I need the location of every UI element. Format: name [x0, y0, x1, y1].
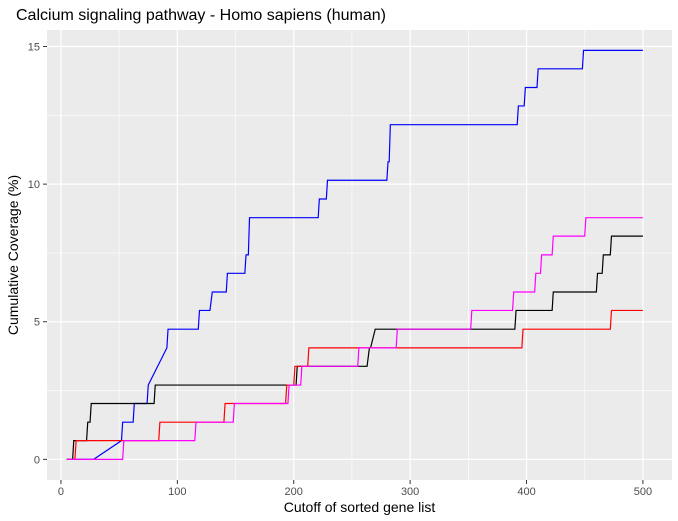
- x-tick-label: 400: [517, 486, 535, 498]
- major-gridlines: [47, 30, 672, 480]
- y-tick-label: 15: [28, 42, 40, 54]
- x-tick-label: 300: [401, 486, 419, 498]
- series-line-4: [66, 217, 643, 460]
- chart-title: Calcium signaling pathway - Homo sapiens…: [16, 7, 386, 24]
- x-tick-label: 500: [634, 486, 652, 498]
- y-tick-label: 10: [28, 179, 40, 191]
- x-axis-title: Cutoff of sorted gene list: [284, 499, 436, 515]
- x-tick-label: 200: [285, 486, 303, 498]
- y-tick-label: 5: [34, 317, 40, 329]
- y-axis: 0 5 10 15: [28, 42, 47, 466]
- y-tick-label: 0: [34, 454, 40, 466]
- x-tick-label: 0: [58, 486, 64, 498]
- x-axis: 0 100 200 300 400 500: [58, 480, 652, 498]
- series-line-1: [66, 49, 643, 460]
- series-layer: [66, 49, 643, 460]
- y-axis-title: Cumulative Coverage (%): [5, 175, 21, 335]
- minor-gridlines: [47, 30, 672, 480]
- plot-panel: [47, 30, 672, 480]
- x-tick-label: 100: [168, 486, 186, 498]
